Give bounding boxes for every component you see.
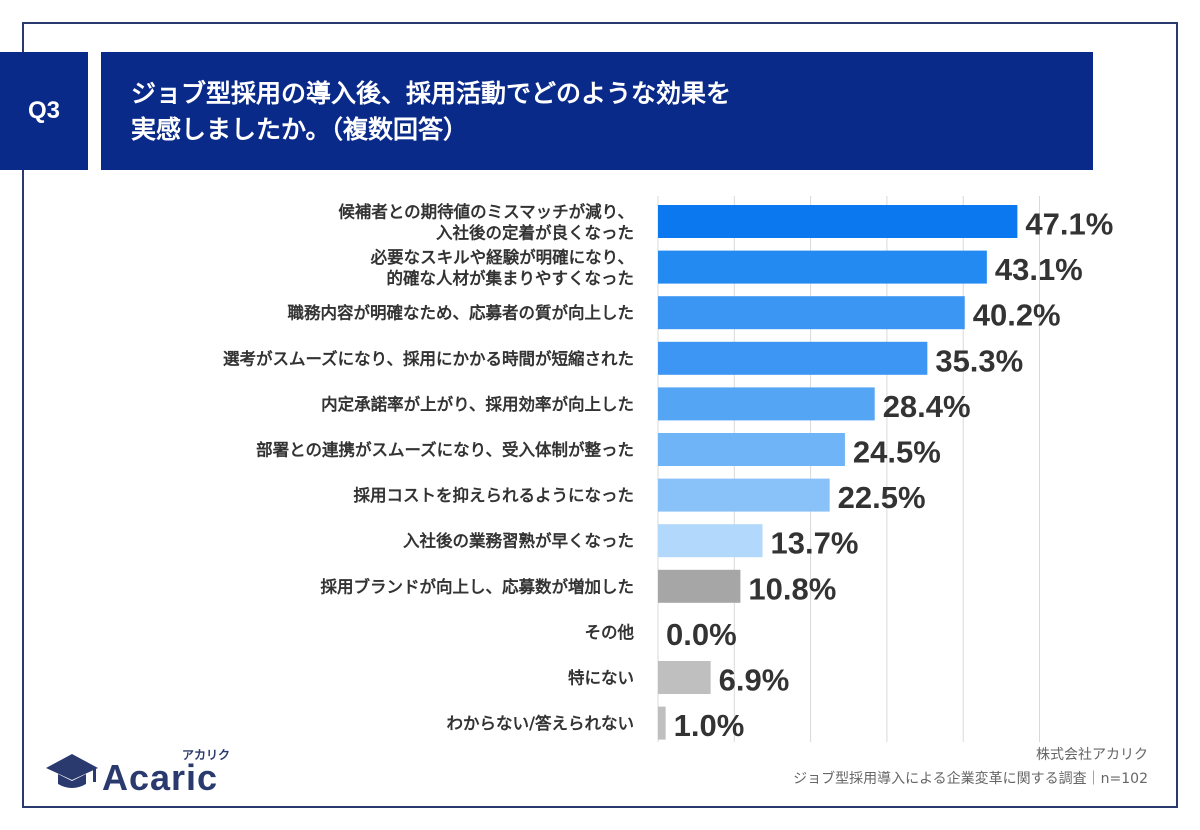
bar <box>658 706 666 740</box>
data-label: 43.1% <box>995 252 1083 287</box>
data-label: 10.8% <box>748 571 836 606</box>
data-label: 13.7% <box>771 526 859 561</box>
bar <box>658 341 928 375</box>
category-label-line: 必要なスキルや経験が明確になり、 <box>370 247 634 267</box>
bar <box>658 296 965 330</box>
question-number: Q3 <box>27 97 60 124</box>
bar <box>658 569 741 603</box>
bar <box>658 524 763 558</box>
data-label: 28.4% <box>883 389 971 424</box>
category-label: 内定承諾率が上がり、採用効率が向上した <box>321 394 634 414</box>
bar <box>658 205 1018 238</box>
data-label: 6.9% <box>719 663 790 698</box>
question-title-line1: ジョブ型採用の導入後、採用活動でどのような効果を <box>131 79 732 108</box>
category-label: その他 <box>585 622 635 642</box>
graduation-cap-icon <box>46 754 98 788</box>
category-label-line: 的確な人材が集まりやすくなった <box>387 268 635 288</box>
footer-company: 株式会社アカリク <box>1036 747 1148 763</box>
bar <box>658 478 830 512</box>
bar <box>658 387 875 421</box>
data-label: 1.0% <box>674 708 745 743</box>
bar <box>658 250 987 284</box>
data-label: 47.1% <box>1025 207 1113 242</box>
logo-wordmark: Acaric <box>102 757 219 798</box>
question-title-line2: 実感しましたか。（複数回答） <box>131 115 469 144</box>
category-label: 必要なスキルや経験が明確になり、的確な人材が集まりやすくなった <box>370 247 634 288</box>
category-label: 採用ブランドが向上し、応募数が増加した <box>321 576 635 596</box>
category-label: 職務内容が明確なため、応募者の質が向上した <box>288 303 635 323</box>
category-label: わからない/答えられない <box>446 713 634 733</box>
category-label: 部署との連携がスムーズになり、受入体制が整った <box>256 440 634 460</box>
logo-kana: アカリク <box>182 748 231 762</box>
category-label: 選考がスムーズになり、採用にかかる時間が短縮された <box>223 348 634 368</box>
acaric-logo: アカリク Acaric <box>44 748 244 796</box>
category-label: 採用コストを抑えられるようになった <box>354 485 635 505</box>
category-label: 入社後の業務習熟が早くなった <box>403 531 634 551</box>
question-number-badge: Q3 <box>0 52 88 170</box>
data-label: 40.2% <box>973 298 1061 333</box>
category-label: 候補者との期待値のミスマッチが減り、入社後の定着が良くなった <box>338 202 634 243</box>
data-label: 22.5% <box>838 480 926 515</box>
data-label: 0.0% <box>666 617 737 652</box>
question-title-banner: ジョブ型採用の導入後、採用活動でどのような効果を 実感しましたか。（複数回答） <box>101 52 1093 170</box>
footer-survey-note: ジョブ型採用導入による企業変革に関する調査｜n=102 <box>793 771 1148 787</box>
category-label-line: 入社後の定着が良くなった <box>436 223 634 243</box>
category-label-line: 候補者との期待値のミスマッチが減り、 <box>338 202 634 222</box>
bar <box>658 433 845 466</box>
data-label: 24.5% <box>853 435 941 470</box>
category-label: 特にない <box>568 668 634 688</box>
data-label: 35.3% <box>935 343 1023 378</box>
bar <box>658 661 711 694</box>
